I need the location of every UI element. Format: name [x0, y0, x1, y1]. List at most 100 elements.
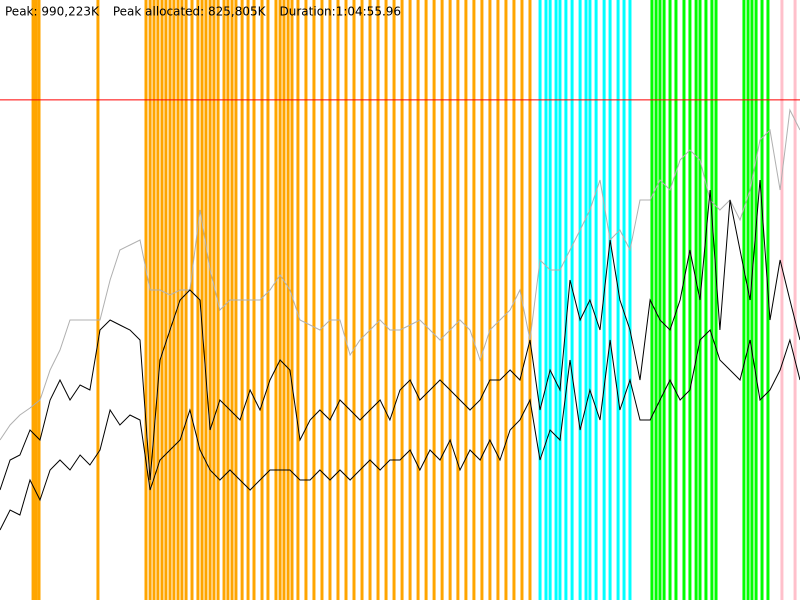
peak-label: Peak: 990,223K	[5, 5, 100, 19]
gc-event	[180, 0, 184, 600]
gc-event	[266, 0, 270, 600]
gc-event	[352, 0, 356, 600]
gc-event	[226, 0, 230, 600]
gc-event	[148, 0, 152, 600]
gc-event	[152, 0, 156, 600]
gc-event	[424, 0, 428, 600]
gc-event	[312, 0, 316, 600]
gc-event	[408, 0, 412, 600]
gc-event	[260, 0, 264, 600]
gc-event	[714, 0, 718, 600]
gc-event	[688, 0, 692, 600]
gc-event	[750, 0, 754, 600]
gc-event	[320, 0, 324, 600]
gc-event	[570, 0, 574, 600]
gc-event	[594, 0, 598, 600]
gc-event	[200, 0, 204, 600]
gc-event	[448, 0, 452, 600]
gc-event	[216, 0, 220, 600]
gc-event	[176, 0, 180, 600]
gc-event	[766, 0, 770, 600]
gc-event	[564, 0, 568, 600]
gc-event	[578, 0, 582, 600]
gc-event	[746, 0, 750, 600]
gc-event	[196, 0, 200, 600]
gc-event	[212, 0, 216, 600]
gc-event	[278, 0, 282, 600]
gc-event	[400, 0, 404, 600]
gc-event	[608, 0, 612, 600]
gc-event	[222, 0, 226, 600]
gc-event	[328, 0, 332, 600]
gc-event	[710, 0, 714, 600]
gc-event	[602, 0, 606, 600]
gc-event	[384, 0, 388, 600]
gc-event	[674, 0, 678, 600]
gc-event	[528, 0, 532, 600]
gc-event	[336, 0, 340, 600]
gc-event	[650, 0, 654, 600]
gc-event	[34, 0, 38, 600]
gc-event	[548, 0, 552, 600]
gc-event	[682, 0, 686, 600]
gc-event	[472, 0, 476, 600]
gc-event	[164, 0, 168, 600]
gc-event	[344, 0, 348, 600]
gc-event	[360, 0, 364, 600]
gc-event	[37, 0, 41, 600]
gc-event	[793, 0, 797, 600]
gc-event	[512, 0, 516, 600]
gc-event	[208, 0, 212, 600]
gc-event	[204, 0, 208, 600]
gc-event	[416, 0, 420, 600]
gc-event	[694, 0, 698, 600]
gc-event	[658, 0, 662, 600]
series-line	[0, 108, 800, 441]
series-line	[0, 179, 800, 491]
gc-event	[184, 0, 188, 600]
gc-event	[780, 0, 784, 600]
gc-event	[432, 0, 436, 600]
gc-event	[622, 0, 626, 600]
gc-event	[156, 0, 160, 600]
gc-event	[538, 0, 542, 600]
gc-event	[584, 0, 588, 600]
gc-event	[704, 0, 708, 600]
gc-event	[296, 0, 300, 600]
gc-event	[304, 0, 308, 600]
gc-event	[286, 0, 290, 600]
gc-event	[160, 0, 164, 600]
gc-event	[172, 0, 176, 600]
gc-event	[168, 0, 172, 600]
gc-event	[190, 0, 194, 600]
gc-event	[554, 0, 558, 600]
gc-event	[31, 0, 35, 600]
gc-event	[754, 0, 758, 600]
gc-event	[392, 0, 396, 600]
gc-event	[282, 0, 286, 600]
gc-event	[760, 0, 764, 600]
gc-event	[480, 0, 484, 600]
gc-event	[464, 0, 468, 600]
gc-event	[668, 0, 672, 600]
gc-event	[544, 0, 548, 600]
gc-event	[496, 0, 500, 600]
gc-event	[662, 0, 666, 600]
gc-event	[96, 0, 100, 600]
gc-event	[504, 0, 508, 600]
gc-event	[274, 0, 278, 600]
duration-label: Duration:1:04:55.96	[280, 5, 402, 19]
gc-event	[440, 0, 444, 600]
series-line	[0, 329, 800, 531]
gc-event	[488, 0, 492, 600]
peak-allocated-label: Peak allocated: 825,805K	[113, 5, 267, 19]
gc-event	[558, 0, 562, 600]
gc-event	[368, 0, 372, 600]
gc-event	[144, 0, 148, 600]
gc-event	[456, 0, 460, 600]
gc-event	[742, 0, 746, 600]
gc-event	[616, 0, 620, 600]
gc-event	[290, 0, 294, 600]
